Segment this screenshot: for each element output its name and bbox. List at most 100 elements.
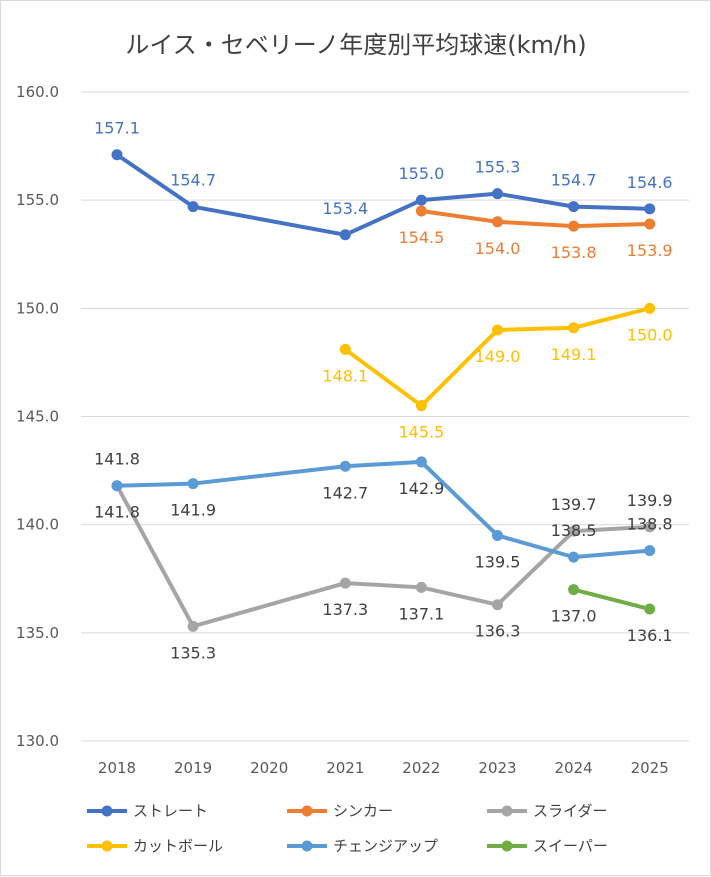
data-label: 136.3 bbox=[475, 622, 521, 641]
series-1 bbox=[111, 149, 656, 241]
legend-swatch-marker bbox=[501, 805, 513, 817]
y-tick-label: 160.0 bbox=[16, 83, 59, 101]
legend-swatch-marker bbox=[101, 840, 113, 852]
data-label: 153.4 bbox=[322, 199, 368, 218]
data-label: 141.8 bbox=[94, 503, 140, 522]
data-label: 149.1 bbox=[551, 345, 597, 364]
x-tick-label: 2018 bbox=[98, 759, 136, 777]
legend-entry: スイーパー bbox=[487, 837, 608, 855]
data-point bbox=[644, 603, 656, 615]
legend-label: チェンジアップ bbox=[333, 837, 438, 855]
chart-title: ルイス・セベリーノ年度別平均球速(km/h) bbox=[125, 31, 586, 59]
data-point bbox=[415, 581, 427, 593]
data-point bbox=[111, 149, 123, 161]
data-point bbox=[568, 220, 580, 232]
data-label: 141.8 bbox=[94, 450, 140, 469]
data-point bbox=[644, 521, 656, 533]
data-label: 139.7 bbox=[551, 495, 597, 514]
data-label: 153.8 bbox=[551, 243, 597, 262]
data-label: 136.1 bbox=[627, 626, 673, 645]
legend-entry: スライダー bbox=[487, 802, 607, 820]
y-tick-label: 145.0 bbox=[16, 408, 59, 426]
data-label: 155.0 bbox=[398, 164, 444, 183]
y-tick-label: 135.0 bbox=[16, 624, 59, 642]
data-label: 141.9 bbox=[170, 501, 216, 520]
x-tick-label: 2023 bbox=[478, 759, 516, 777]
x-tick-label: 2024 bbox=[555, 759, 593, 777]
legend-label: ストレート bbox=[133, 802, 208, 820]
data-point bbox=[187, 478, 199, 490]
data-point bbox=[339, 229, 351, 241]
data-point bbox=[568, 525, 580, 537]
data-label: 137.1 bbox=[398, 604, 444, 623]
data-label: 150.0 bbox=[627, 325, 673, 344]
data-point bbox=[492, 188, 503, 200]
data-point bbox=[644, 218, 656, 230]
data-point bbox=[339, 343, 351, 355]
y-axis-ticks: 160.0 155.0 150.0 145.0 140.0 135.0 130.0 bbox=[16, 83, 59, 750]
x-tick-label: 2022 bbox=[402, 759, 440, 777]
data-label: 142.7 bbox=[322, 483, 368, 502]
legend-swatch-marker bbox=[101, 805, 113, 817]
series-2 bbox=[415, 205, 656, 232]
data-label: 145.5 bbox=[398, 423, 444, 442]
series-6 bbox=[568, 584, 656, 615]
y-tick-label: 140.0 bbox=[16, 516, 59, 534]
data-label: 139.9 bbox=[627, 491, 673, 510]
data-label: 149.0 bbox=[475, 347, 521, 366]
data-point bbox=[492, 529, 503, 541]
x-axis-ticks: 2018 2019 2020 2021 2022 2023 2024 2025 bbox=[98, 759, 669, 777]
series-4 bbox=[339, 302, 656, 412]
data-point bbox=[644, 203, 656, 215]
data-point bbox=[492, 216, 503, 228]
data-point bbox=[415, 205, 427, 217]
legend-swatch-marker bbox=[301, 805, 313, 817]
data-point bbox=[568, 322, 580, 334]
data-point bbox=[415, 400, 427, 412]
data-point bbox=[644, 545, 656, 557]
legend-label: スライダー bbox=[533, 802, 607, 820]
legend-label: スイーパー bbox=[533, 837, 608, 855]
data-point bbox=[568, 584, 580, 596]
data-label: 154.7 bbox=[170, 171, 216, 190]
series-line bbox=[419, 208, 652, 229]
data-label: 155.3 bbox=[475, 158, 521, 177]
data-point bbox=[415, 194, 427, 206]
data-label: 153.9 bbox=[627, 241, 673, 260]
data-label: 154.0 bbox=[475, 239, 521, 258]
data-point bbox=[111, 480, 123, 492]
data-label: 154.6 bbox=[627, 173, 673, 192]
data-point bbox=[568, 201, 580, 213]
x-tick-label: 2020 bbox=[250, 759, 288, 777]
y-tick-label: 130.0 bbox=[16, 732, 59, 750]
data-label: 154.5 bbox=[398, 228, 444, 247]
legend-swatch-marker bbox=[501, 840, 513, 852]
x-tick-label: 2021 bbox=[326, 759, 364, 777]
legend-entry: ストレート bbox=[87, 802, 208, 820]
legend-entry: チェンジアップ bbox=[287, 837, 438, 855]
data-point bbox=[644, 302, 656, 314]
data-point bbox=[492, 599, 503, 611]
x-tick-label: 2019 bbox=[174, 759, 212, 777]
data-label: 137.3 bbox=[322, 600, 368, 619]
series-5 bbox=[111, 456, 656, 563]
data-label: 137.0 bbox=[551, 607, 597, 626]
data-point bbox=[339, 460, 351, 472]
legend-entry: カットボール bbox=[87, 837, 223, 855]
legend-swatch-marker bbox=[301, 840, 313, 852]
y-tick-label: 155.0 bbox=[16, 191, 59, 209]
y-tick-label: 150.0 bbox=[16, 299, 59, 317]
x-tick-label: 2025 bbox=[631, 759, 669, 777]
data-point bbox=[339, 577, 351, 589]
series-lines bbox=[111, 149, 656, 632]
legend-entry: シンカー bbox=[287, 802, 393, 820]
data-label: 142.9 bbox=[398, 479, 444, 498]
data-labels: 157.1 154.7 153.4 155.0 155.3 154.7 154.6 154.5… bbox=[94, 119, 673, 663]
data-label: 148.1 bbox=[322, 366, 368, 385]
legend-label: カットボール bbox=[133, 837, 223, 855]
data-point bbox=[492, 324, 503, 336]
data-label: 139.5 bbox=[475, 552, 521, 571]
data-label: 138.5 bbox=[551, 521, 597, 540]
